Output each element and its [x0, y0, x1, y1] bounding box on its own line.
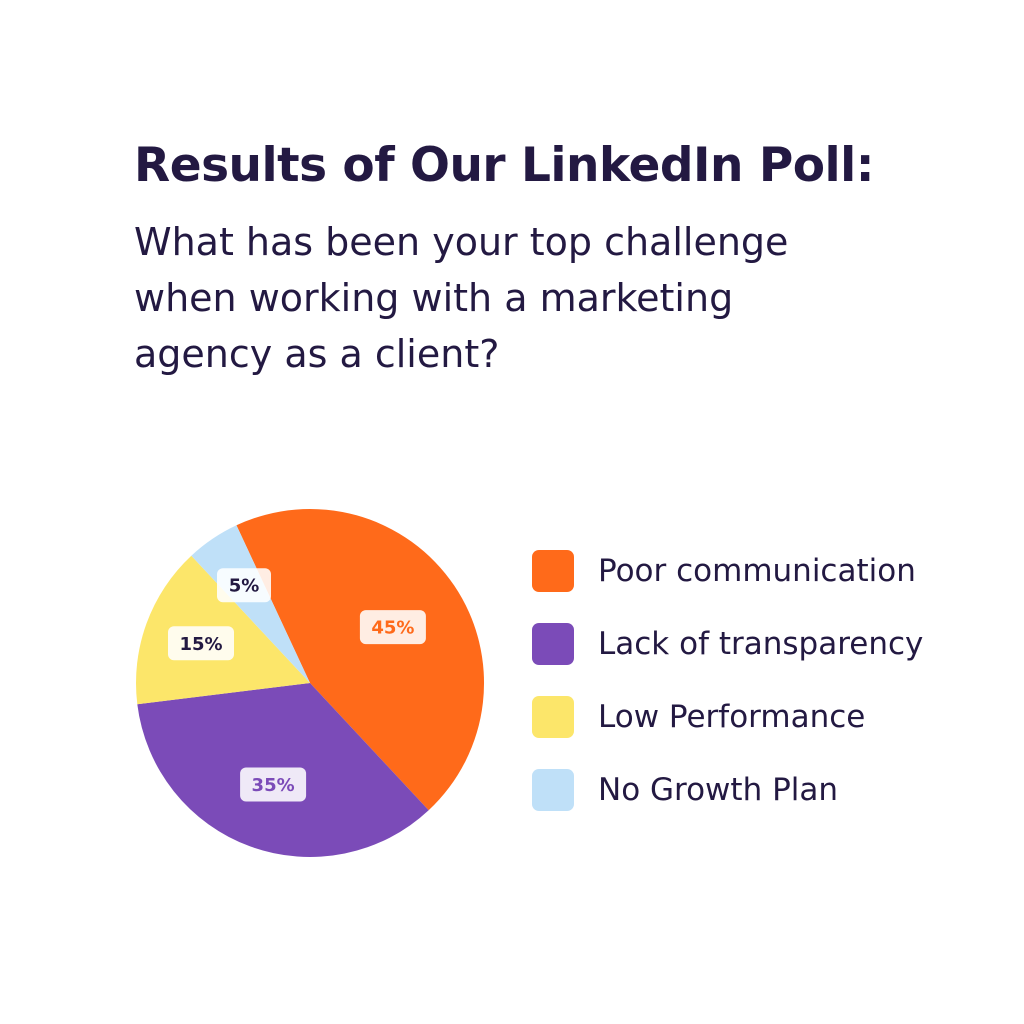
- chart-legend: Poor communication Lack of transparency …: [532, 550, 923, 842]
- chart-title: Results of Our LinkedIn Poll:: [134, 138, 875, 193]
- chart-subtitle: What has been your top challenge when wo…: [134, 214, 934, 382]
- pie-label-text: 35%: [252, 775, 295, 796]
- legend-item-no-growth-plan: No Growth Plan: [532, 769, 923, 811]
- subtitle-line-3: agency as a client?: [134, 332, 500, 376]
- legend-item-poor-communication: Poor communication: [532, 550, 923, 592]
- legend-item-lack-of-transparency: Lack of transparency: [532, 623, 923, 665]
- pie-label-badge: [240, 767, 307, 802]
- pie-label-lack-of-transparency: 35%: [240, 767, 307, 802]
- pie-label-badge: [168, 626, 234, 661]
- pie-label-text: 5%: [229, 576, 260, 597]
- legend-swatch-lack-of-transparency: [532, 623, 574, 665]
- legend-swatch-poor-communication: [532, 550, 574, 592]
- legend-label-low-performance: Low Performance: [598, 699, 866, 735]
- subtitle-line-2: when working with a marketing: [134, 276, 734, 320]
- legend-label-poor-communication: Poor communication: [598, 553, 916, 589]
- pie-label-text: 45%: [371, 618, 414, 639]
- pie-label-text: 15%: [179, 634, 222, 655]
- subtitle-line-1: What has been your top challenge: [134, 220, 789, 264]
- pie-slice-poor-communication: [236, 508, 485, 811]
- legend-swatch-low-performance: [532, 696, 574, 738]
- pie-label-poor-communication: 45%: [359, 610, 426, 645]
- legend-label-lack-of-transparency: Lack of transparency: [598, 626, 924, 662]
- pie-label-low-performance: 15%: [168, 626, 234, 661]
- legend-item-low-performance: Low Performance: [532, 696, 923, 738]
- pie-slice-no-growth-plan: [191, 525, 310, 683]
- legend-label-no-growth-plan: No Growth Plan: [598, 772, 839, 808]
- pie-label-badge: [217, 568, 271, 603]
- legend-swatch-no-growth-plan: [532, 769, 574, 811]
- pie-label-badge: [359, 610, 426, 645]
- pie-label-no-growth-plan: 5%: [217, 568, 271, 603]
